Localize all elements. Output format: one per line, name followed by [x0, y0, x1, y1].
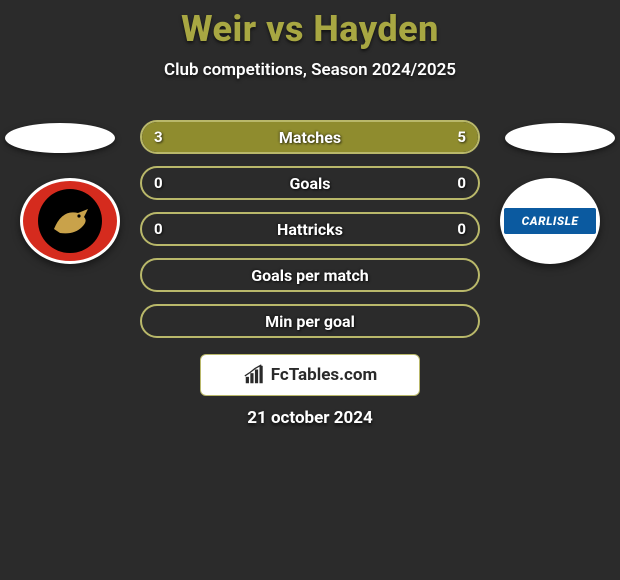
bird-icon: [48, 199, 92, 243]
player-avatar-left: [5, 123, 115, 153]
stat-value-left: 3: [154, 128, 163, 146]
club-right-label: CARLISLE: [504, 208, 596, 234]
stat-label: Hattricks: [277, 220, 343, 239]
brand-text: FcTables.com: [271, 365, 377, 385]
stat-row: 3 Matches 5: [140, 120, 480, 154]
club-crest-right: CARLISLE: [500, 178, 600, 264]
stat-value-right: 5: [457, 128, 466, 146]
stat-label: Min per goal: [265, 312, 355, 331]
stat-row: 0 Goals 0: [140, 166, 480, 200]
stat-value-right: 0: [457, 174, 466, 192]
stat-row: 0 Hattricks 0: [140, 212, 480, 246]
crest-inner: [38, 189, 102, 253]
page-title: Weir vs Hayden: [0, 0, 620, 50]
stat-value-left: 0: [154, 220, 163, 238]
club-crest-left: [20, 178, 120, 264]
stat-label: Matches: [279, 128, 341, 147]
page-subtitle: Club competitions, Season 2024/2025: [0, 60, 620, 80]
comparison-column: 3 Matches 5 0 Goals 0 0 Hattricks 0 Goals per mat…: [140, 120, 480, 350]
stat-value-right: 0: [457, 220, 466, 238]
stat-label: Goals per match: [251, 266, 369, 285]
bar-chart-icon: [243, 364, 265, 386]
stat-row: Min per goal: [140, 304, 480, 338]
stat-value-left: 0: [154, 174, 163, 192]
comparison-infographic: Weir vs Hayden Club competitions, Season…: [0, 0, 620, 580]
player-avatar-right: [505, 123, 615, 153]
brand-box[interactable]: FcTables.com: [200, 354, 420, 396]
stat-label: Goals: [290, 174, 331, 193]
stat-row: Goals per match: [140, 258, 480, 292]
footer-date: 21 october 2024: [0, 408, 620, 428]
